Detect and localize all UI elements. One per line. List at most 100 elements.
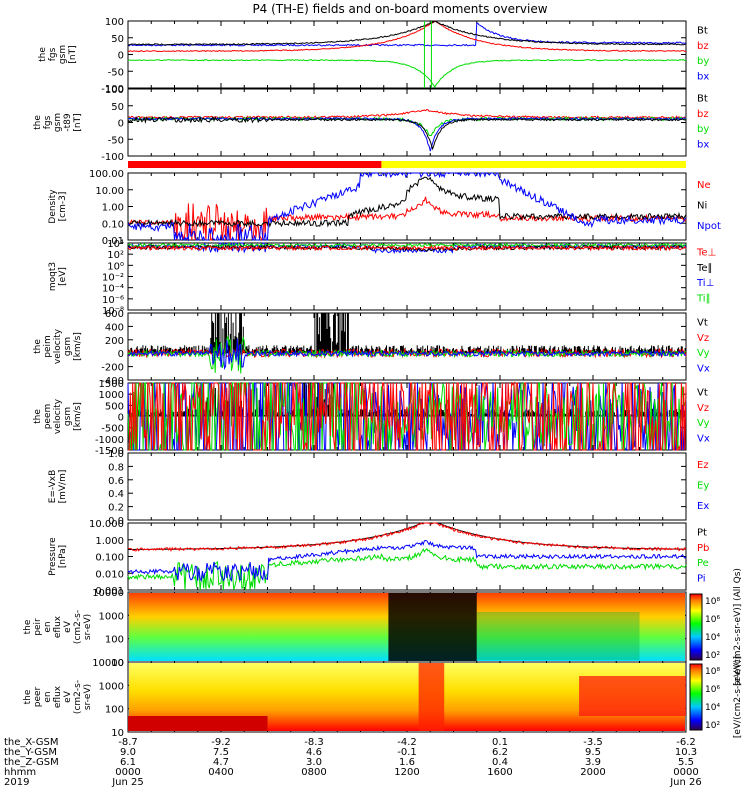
- y-tick-label: 100: [105, 705, 124, 716]
- colorbar-tick-label: 10⁸: [705, 597, 720, 607]
- legend-Ti∥: Ti∥: [696, 293, 711, 304]
- x-tick-value: 7.5: [213, 747, 229, 758]
- series-vx: [127, 338, 687, 370]
- y-axis-label: the: [33, 409, 43, 424]
- x-row-label: 2019: [4, 777, 29, 788]
- y-axis-label: [cm-3]: [58, 192, 68, 222]
- x-tick-value: 0.4: [492, 757, 508, 768]
- y-tick-label: 10⁻⁶: [102, 295, 124, 306]
- legend-bz: bz: [697, 109, 709, 120]
- legend-Bt: Bt: [697, 26, 708, 37]
- y-tick-label: 0: [118, 51, 124, 62]
- y-axis-label: peim: [43, 335, 53, 358]
- y-tick-label: -400: [101, 376, 124, 387]
- y-tick-label: -500: [101, 424, 124, 435]
- x-row-label: the_Z-GSM: [4, 757, 59, 768]
- legend-Vt: Vt: [697, 318, 708, 329]
- x-tick-value: 1200: [394, 767, 419, 778]
- y-axis-label: the: [38, 47, 48, 62]
- y-tick-label: -100: [101, 152, 124, 163]
- y-tick-label: 0.6: [108, 476, 124, 487]
- legend-Pt: Pt: [697, 528, 707, 539]
- series-pe: [127, 547, 687, 591]
- series-vz: [128, 381, 687, 452]
- y-axis-label: [nT]: [73, 113, 83, 131]
- panel-frame: [127, 242, 687, 311]
- panel-10: the peir en eflux eV (cm2-s-sr-eV) 10000 1000 10…: [23, 588, 687, 669]
- panel-frame: [127, 88, 687, 157]
- figure-title: P4 (TH-E) fields and on-board moments ov…: [252, 2, 547, 16]
- x-tick-value: 4.7: [213, 757, 229, 768]
- y-tick-label: 100: [105, 635, 124, 646]
- y-axis-label: sr-eV): [83, 684, 93, 710]
- y-axis-label: (cm2-s-: [73, 610, 83, 644]
- x-tick-value: Jun 26: [669, 777, 702, 788]
- y-tick-label: 400: [105, 322, 124, 333]
- colorbar-scale: [689, 593, 703, 661]
- colorbar-label: [eV/(cm2-s-sr-eV)] (All Qs): [733, 568, 743, 686]
- x-tick-value: 0400: [208, 767, 233, 778]
- y-axis-label: the: [33, 339, 43, 354]
- x-tick-value: 9.5: [585, 747, 601, 758]
- y-axis-label: the: [23, 619, 33, 634]
- x-tick-value: 6.1: [120, 757, 136, 768]
- y-axis-label: fgs: [48, 47, 58, 61]
- x-tick-value: 3.0: [306, 757, 322, 768]
- x-tick-value: 4.6: [306, 747, 322, 758]
- spectrogram-dropout: [388, 593, 477, 661]
- y-tick-label: 0.0: [108, 516, 124, 527]
- y-tick-label: 0.2: [108, 503, 124, 514]
- legend-Ti⊥: Ti⊥: [696, 278, 714, 289]
- legend-Te⊥: Te⊥: [696, 248, 716, 259]
- legend-Vx: Vx: [697, 363, 710, 374]
- x-tick-value: -3.5: [583, 737, 603, 748]
- y-tick-label: 0: [118, 413, 124, 424]
- series-vy: [127, 334, 687, 374]
- x-tick-value: 6.2: [492, 747, 508, 758]
- series-ne: [127, 196, 687, 241]
- series-te-perp: [127, 244, 687, 252]
- y-axis-label: the: [23, 689, 33, 704]
- y-axis-label: gsm: [63, 407, 73, 426]
- y-axis-label: en: [43, 621, 53, 632]
- y-tick-label: -100: [101, 84, 124, 95]
- legend-Pe: Pe: [697, 558, 709, 569]
- y-axis-label: eflux: [53, 615, 63, 638]
- series-bx: [127, 116, 687, 152]
- y-tick-label: -50: [108, 135, 124, 146]
- y-axis-label: gsm: [53, 113, 63, 132]
- x-tick-value: 2000: [580, 767, 605, 778]
- colorbar-tick-label: 10²: [705, 651, 720, 661]
- y-axis-label: peir: [33, 618, 43, 636]
- y-tick-label: 10²: [107, 250, 124, 261]
- x-tick-value: -8.3: [304, 737, 324, 748]
- y-tick-label: 100: [105, 17, 124, 28]
- spectrogram-band: [128, 716, 268, 731]
- x-tick-value: 0000: [115, 767, 140, 778]
- x-tick-value: 0000: [673, 767, 698, 778]
- y-tick-label: 1000: [99, 390, 124, 401]
- series-bt: [127, 20, 686, 46]
- y-tick-label: 10000: [92, 658, 124, 669]
- x-tick-value: -0.1: [397, 747, 417, 758]
- x-tick-value: 9.0: [120, 747, 136, 758]
- y-tick-label: 100: [105, 85, 124, 96]
- y-axis-label: gsm: [63, 337, 73, 356]
- y-axis-label: (cm2-s-: [73, 680, 83, 714]
- x-tick-value: -8.7: [118, 737, 138, 748]
- y-tick-label: 0.01: [102, 236, 124, 247]
- y-tick-label: 10.00: [95, 186, 124, 197]
- y-axis-label: -t89: [63, 113, 73, 132]
- x-tick-value: -9.2: [211, 737, 231, 748]
- y-tick-label: 1500: [99, 379, 124, 390]
- y-tick-label: 10⁰: [107, 261, 124, 272]
- y-tick-label: 0: [118, 119, 124, 130]
- region-bar-segment: [381, 161, 686, 168]
- y-axis-label: gsm: [58, 45, 68, 64]
- series-bx: [127, 22, 686, 47]
- legend-Ey: Ey: [697, 481, 709, 492]
- y-axis-label: eV: [63, 620, 73, 633]
- legend-by: by: [697, 124, 709, 135]
- colorbar-tick-label: 10⁶: [705, 615, 720, 625]
